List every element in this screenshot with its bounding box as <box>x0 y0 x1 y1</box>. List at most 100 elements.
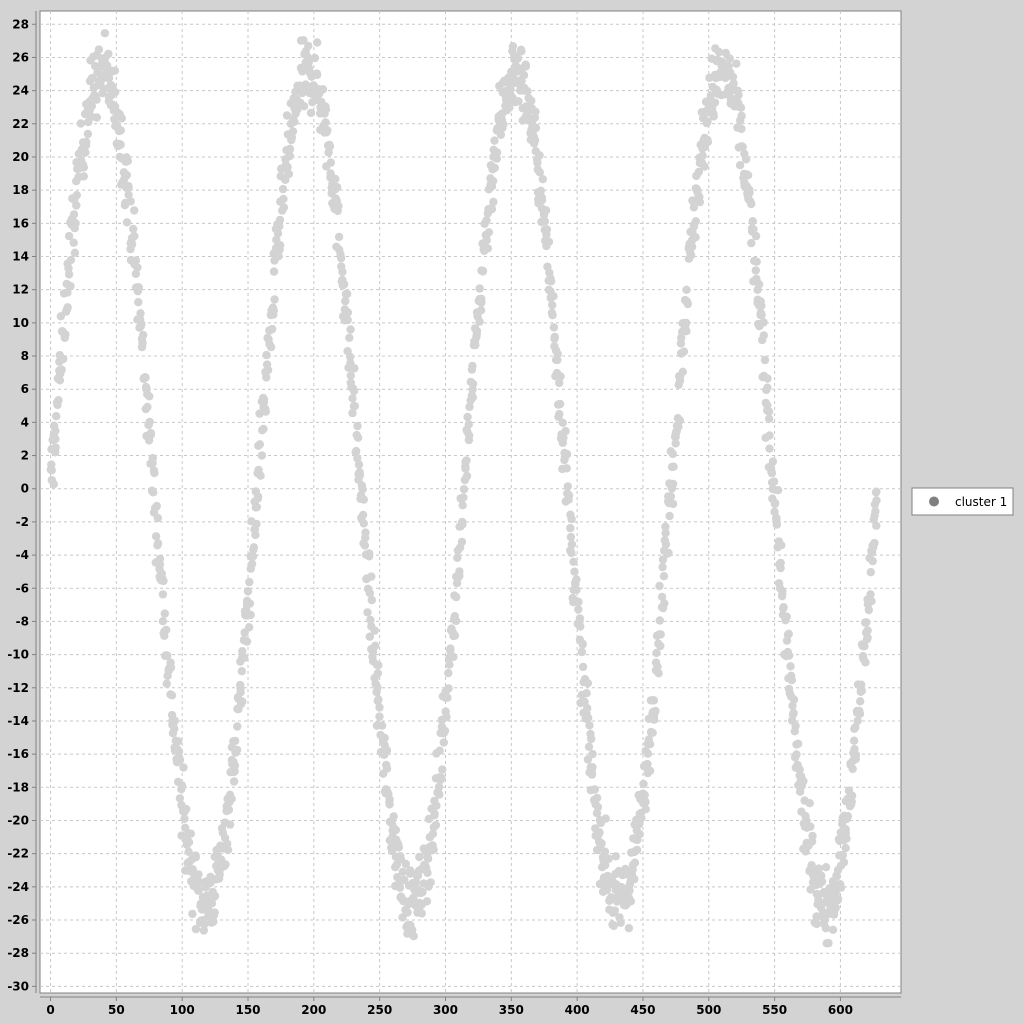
scatter-point <box>366 615 375 625</box>
scatter-point <box>429 845 438 854</box>
scatter-point <box>795 765 804 774</box>
scatter-point <box>828 925 838 934</box>
scatter-point <box>430 811 439 820</box>
y-tick-label: 14 <box>12 250 29 264</box>
scatter-point <box>862 618 871 627</box>
scatter-point <box>72 191 82 200</box>
scatter-point <box>373 683 382 692</box>
scatter-point <box>641 805 650 814</box>
scatter-point <box>843 812 853 821</box>
scatter-point <box>79 163 89 172</box>
scatter-point <box>601 860 610 870</box>
scatter-point <box>772 520 781 529</box>
scatter-point <box>572 585 581 595</box>
y-tick-label: -4 <box>16 548 29 562</box>
scatter-point <box>310 53 320 63</box>
scatter-point <box>238 647 247 656</box>
scatter-point <box>784 629 793 638</box>
scatter-point <box>531 123 541 133</box>
scatter-point <box>838 851 847 860</box>
scatter-point <box>225 820 235 829</box>
scatter-point <box>323 126 332 135</box>
scatter-point <box>831 903 840 912</box>
scatter-point <box>398 867 407 876</box>
scatter-point <box>492 148 502 157</box>
scatter-point <box>559 433 568 443</box>
scatter-point <box>151 532 161 541</box>
scatter-point <box>394 843 403 852</box>
scatter-point <box>626 897 636 906</box>
scatter-point <box>779 603 788 612</box>
scatter-point <box>411 880 420 890</box>
scatter-point <box>290 117 299 126</box>
scatter-point <box>345 333 354 342</box>
scatter-point <box>130 206 139 215</box>
scatter-point <box>768 457 778 466</box>
scatter-point <box>269 306 278 315</box>
y-tick-label: 18 <box>12 183 29 197</box>
scatter-point <box>853 716 862 726</box>
scatter-point <box>54 396 63 405</box>
scatter-point <box>191 853 200 862</box>
scatter-point <box>654 669 663 678</box>
scatter-point <box>639 779 648 789</box>
scatter-point <box>243 587 253 596</box>
scatter-point <box>609 921 618 931</box>
scatter-point <box>246 610 255 620</box>
scatter-point <box>336 253 346 263</box>
scatter-point <box>259 424 268 434</box>
scatter-point <box>558 418 567 427</box>
scatter-point <box>549 323 559 332</box>
scatter-point <box>689 203 699 212</box>
scatter-point <box>736 103 746 112</box>
scatter-point <box>714 47 724 57</box>
scatter-point <box>464 435 474 445</box>
scatter-point <box>630 874 639 884</box>
legend-marker-cluster-1 <box>929 496 939 507</box>
scatter-point <box>437 773 446 782</box>
scatter-point <box>649 696 659 705</box>
scatter-point <box>866 568 875 577</box>
scatter-point <box>671 439 680 448</box>
scatter-point <box>725 54 734 63</box>
scatter-point <box>860 642 869 651</box>
scatter-point <box>566 523 575 533</box>
y-tick-label: -28 <box>7 946 29 960</box>
scatter-point <box>656 630 665 639</box>
scatter-point <box>282 111 292 120</box>
scatter-point <box>855 709 864 718</box>
scatter-point <box>188 865 197 874</box>
scatter-point <box>535 168 544 177</box>
scatter-point <box>839 858 849 867</box>
scatter-point <box>836 883 846 892</box>
scatter-point <box>776 558 785 568</box>
scatter-point <box>131 256 141 265</box>
scatter-point <box>632 845 642 855</box>
scatter-point <box>363 608 372 617</box>
scatter-point <box>104 73 114 83</box>
scatter-point <box>288 127 298 136</box>
scatter-point <box>867 597 876 606</box>
scatter-point <box>94 45 104 54</box>
scatter-point <box>635 830 644 839</box>
scatter-point <box>737 111 746 121</box>
scatter-point <box>47 466 56 475</box>
scatter-point <box>703 137 713 147</box>
scatter-point <box>355 471 365 480</box>
scatter-point <box>343 315 352 325</box>
scatter-point <box>133 263 142 272</box>
scatter-point <box>406 866 415 875</box>
scatter-point <box>188 909 197 919</box>
scatter-point <box>476 306 486 315</box>
scatter-point <box>338 267 347 277</box>
scatter-point <box>334 232 344 242</box>
scatter-point <box>153 513 162 523</box>
scatter-point <box>415 852 424 862</box>
scatter-point <box>786 662 795 671</box>
scatter-point <box>123 156 132 166</box>
scatter-point <box>578 640 587 649</box>
scatter-point <box>857 680 866 689</box>
scatter-point <box>409 932 418 941</box>
y-tick-label: -30 <box>7 979 29 993</box>
